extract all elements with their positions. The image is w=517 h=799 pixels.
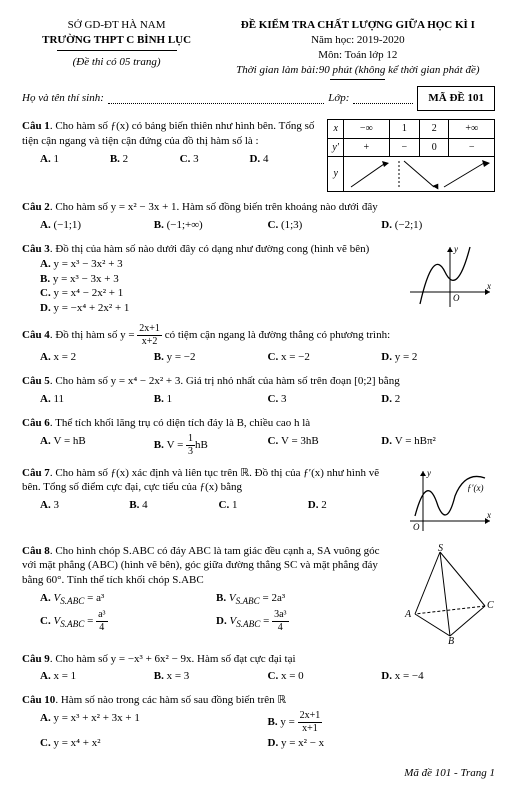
q4-c: x = −2 [281, 351, 310, 363]
variation-arrows-icon [344, 157, 494, 191]
question-2: Câu 2. Cho hàm số y = x² − 3x + 1. Hàm s… [22, 200, 495, 234]
q9-c: x = 0 [281, 670, 304, 682]
q4-d: y = 2 [395, 351, 418, 363]
subject: Môn: Toán lớp 12 [221, 48, 495, 63]
exam-header: SỞ GD-ĐT HÀ NAM TRƯỜNG THPT C BÌNH LỤC (… [22, 18, 495, 80]
q9-b: x = 3 [167, 670, 190, 682]
q5-a: 11 [53, 393, 64, 405]
page-count: (Đề thi có 05 trang) [22, 55, 211, 70]
q10-d: y = x² − x [281, 737, 324, 749]
q5-c: 3 [281, 393, 287, 405]
q1-a: 1 [53, 153, 59, 165]
q1-c: 3 [193, 153, 199, 165]
q9-a: x = 1 [53, 670, 76, 682]
q4-b: y = −2 [167, 351, 196, 363]
svg-text:x: x [486, 510, 491, 520]
q5-d: 2 [395, 393, 401, 405]
question-6: Câu 6. Thể tích khối lăng trụ có diện tí… [22, 416, 495, 458]
page-footer: Mã đề 101 - Trang 1 [22, 766, 495, 781]
question-4: Câu 4. Đồ thị hàm số y = 2x+1x+2 có tiệm… [22, 324, 495, 366]
q1-b: 2 [123, 153, 129, 165]
svg-text:y: y [453, 244, 458, 254]
q1-d: 4 [263, 153, 269, 165]
q9-text: Cho hàm số y = −x³ + 6x² − 9x. Hàm số đạ… [55, 653, 295, 665]
svg-text:y: y [426, 468, 431, 478]
q3-text: Đồ thị của hàm số nào dưới đây có dạng n… [55, 243, 369, 255]
svg-text:x: x [486, 281, 491, 291]
q5-text: Cho hàm số y = x⁴ − 2x² + 3. Giá trị nhỏ… [55, 375, 399, 387]
question-7: Câu 7. Cho hàm số ƒ(x) xác định và liên … [22, 466, 495, 536]
q2-c: (1;3) [281, 219, 302, 231]
svg-text:O: O [413, 522, 420, 532]
q10-text: Hàm số nào trong các hàm số sau đồng biế… [61, 694, 286, 706]
q2-b: (−1;+∞) [167, 219, 203, 231]
question-1: Câu 1. Cho hàm số ƒ(x) có bảng biến thiê… [22, 119, 495, 192]
question-8: Câu 8. Cho hình chóp S.ABC có đáy ABC là… [22, 544, 495, 644]
q7-c: 1 [232, 499, 238, 511]
q10-c: y = x⁴ + x² [53, 737, 100, 749]
q8-pyramid: S A B C [400, 544, 495, 644]
question-3: Câu 3. Đồ thị của hàm số nào dưới đây có… [22, 242, 495, 316]
dept-name: SỞ GD-ĐT HÀ NAM [22, 18, 211, 33]
q7-graph: x y O ƒ′(x) [405, 466, 495, 536]
q1-variation-table: x−∞12+∞ y′+−0− y [327, 119, 495, 192]
q9-d: x = −4 [395, 670, 424, 682]
svg-text:ƒ′(x): ƒ′(x) [467, 483, 483, 493]
q2-text: Cho hàm số y = x² − 3x + 1. Hàm số đồng … [55, 201, 377, 213]
q7-b: 4 [142, 499, 148, 511]
q7-a: 3 [53, 499, 59, 511]
name-blank [108, 94, 324, 104]
name-label: Họ và tên thí sinh: [22, 91, 104, 106]
q3-d: y = −x⁴ + 2x² + 1 [53, 302, 129, 314]
q6-d: V = hBπ² [395, 435, 436, 447]
q10-a: y = x³ + x² + 3x + 1 [53, 712, 139, 724]
svg-text:C: C [487, 600, 494, 611]
school-year: Năm học: 2019-2020 [221, 33, 495, 48]
q5-b: 1 [167, 393, 173, 405]
q7-text: Cho hàm số ƒ(x) xác định và liên tục trê… [22, 467, 379, 494]
divider [330, 79, 385, 80]
q6-a: V = hB [53, 435, 85, 447]
exam-title: ĐỀ KIỂM TRA CHẤT LƯỢNG GIỮA HỌC KÌ I [221, 18, 495, 33]
q3-b: y = x³ − 3x + 3 [53, 273, 119, 285]
q3-c: y = x⁴ − 2x² + 1 [53, 287, 123, 299]
svg-text:B: B [448, 636, 454, 644]
q6-text: Thể tích khối lăng trụ có diện tích đáy … [55, 417, 310, 429]
school-name: TRƯỜNG THPT C BÌNH LỤC [22, 33, 211, 48]
q3-graph: x y O [405, 242, 495, 316]
question-9: Câu 9. Cho hàm số y = −x³ + 6x² − 9x. Hà… [22, 652, 495, 686]
q3-a: y = x³ − 3x² + 3 [53, 258, 122, 270]
exam-code: MÃ ĐỀ 101 [417, 86, 495, 111]
q7-d: 2 [321, 499, 327, 511]
svg-text:A: A [404, 609, 412, 620]
svg-text:O: O [453, 293, 460, 303]
q2-d: (−2;1) [395, 219, 423, 231]
q1-text: Cho hàm số ƒ(x) có bảng biến thiên như h… [22, 120, 314, 147]
question-10: Câu 10. Hàm số nào trong các hàm số sau … [22, 693, 495, 752]
question-5: Câu 5. Cho hàm số y = x⁴ − 2x² + 3. Giá … [22, 374, 495, 408]
exam-time: Thời gian làm bài:90 phút (không kể thời… [221, 63, 495, 78]
q6-c: V = 3hB [281, 435, 319, 447]
class-label: Lớp: [328, 91, 349, 106]
candidate-row: Họ và tên thí sinh: Lớp: MÃ ĐỀ 101 [22, 86, 495, 111]
q2-a: (−1;1) [53, 219, 81, 231]
header-right: ĐỀ KIỂM TRA CHẤT LƯỢNG GIỮA HỌC KÌ I Năm… [221, 18, 495, 80]
q8-text: Cho hình chóp S.ABC có đáy ABC là tam gi… [22, 545, 379, 587]
svg-text:S: S [438, 544, 443, 554]
class-blank [353, 94, 413, 104]
divider [57, 50, 177, 51]
header-left: SỞ GD-ĐT HÀ NAM TRƯỜNG THPT C BÌNH LỤC (… [22, 18, 211, 80]
q4-a: x = 2 [53, 351, 76, 363]
